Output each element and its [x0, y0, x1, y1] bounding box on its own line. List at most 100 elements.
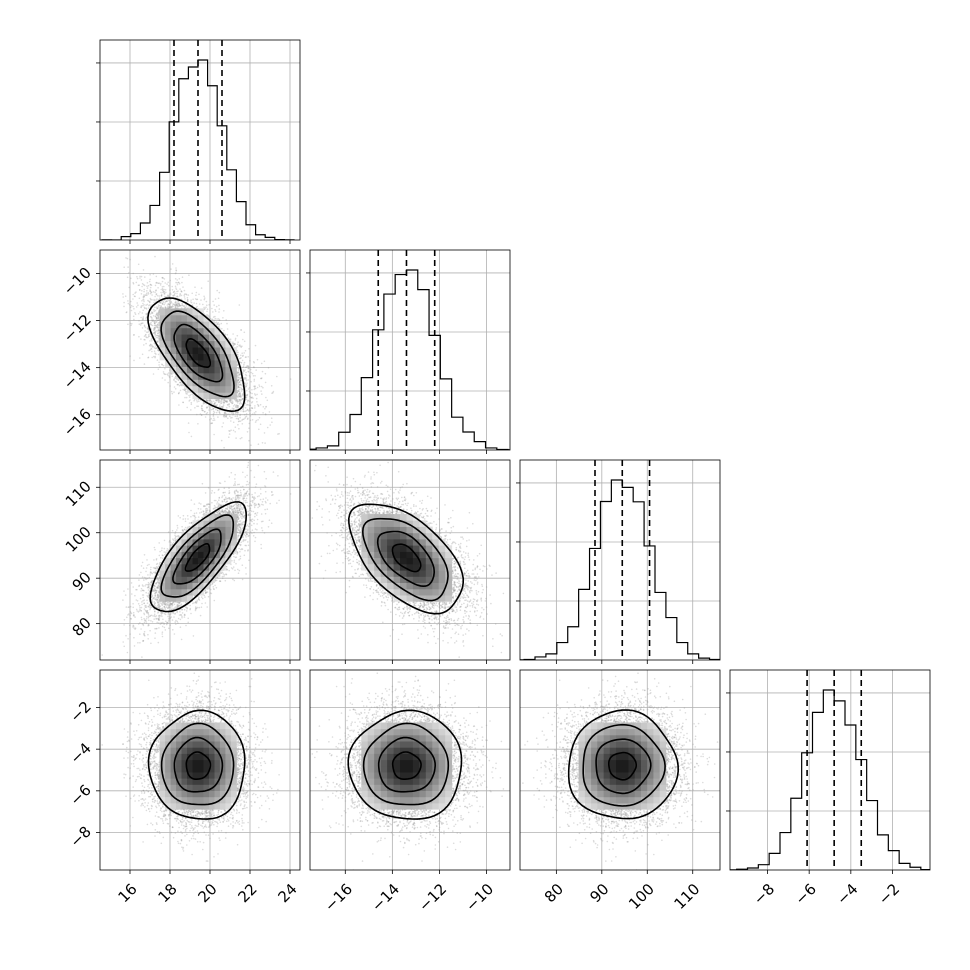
sample-point — [175, 287, 177, 289]
sample-point — [254, 385, 256, 388]
sample-point — [182, 286, 184, 288]
sample-point — [160, 291, 162, 294]
sample-point — [238, 371, 240, 374]
sample-point — [153, 320, 155, 323]
sample-point — [243, 370, 245, 373]
sample-point — [229, 430, 231, 432]
sample-point — [156, 298, 158, 300]
sample-point — [248, 348, 250, 350]
sample-point — [153, 332, 155, 335]
sample-point — [262, 412, 264, 414]
sample-point — [158, 337, 160, 340]
sample-point — [123, 305, 125, 308]
sample-point — [148, 335, 150, 337]
sample-point — [147, 307, 150, 309]
sample-point — [180, 290, 182, 292]
sample-point — [160, 301, 162, 304]
sample-point — [212, 407, 214, 410]
sample-point — [243, 352, 245, 354]
sample-point — [247, 356, 249, 358]
sample-point — [161, 287, 164, 290]
sample-point — [257, 419, 259, 421]
sample-point — [249, 395, 251, 398]
sample-point — [246, 394, 248, 397]
sample-point — [230, 412, 233, 414]
sample-point — [246, 404, 248, 406]
sample-point — [144, 339, 146, 341]
sample-point — [148, 349, 150, 352]
sample-point — [189, 306, 192, 309]
sample-point — [253, 361, 255, 364]
sample-point — [244, 373, 247, 376]
sample-point — [239, 413, 242, 416]
sample-point — [123, 266, 125, 269]
sample-point — [214, 404, 217, 407]
sample-point — [151, 344, 153, 347]
sample-point — [174, 304, 176, 307]
sample-point — [190, 401, 193, 404]
sample-point — [176, 290, 178, 293]
sample-point — [245, 371, 247, 374]
sample-point — [249, 409, 252, 412]
sample-point — [177, 392, 180, 395]
sample-point — [234, 412, 237, 415]
sample-point — [158, 309, 160, 311]
sample-point — [200, 414, 203, 416]
sample-point — [149, 278, 151, 281]
sample-point — [227, 404, 229, 406]
sample-point — [249, 415, 252, 417]
sample-point — [154, 255, 156, 258]
sample-point — [132, 283, 135, 285]
sample-point — [172, 291, 175, 294]
sample-point — [231, 407, 234, 410]
sample-point — [129, 258, 131, 261]
sample-point — [217, 318, 220, 320]
sample-point — [246, 365, 248, 367]
sample-point — [147, 328, 149, 330]
sample-point — [276, 375, 278, 378]
sample-point — [135, 306, 138, 308]
sample-point — [175, 300, 177, 302]
sample-point — [156, 307, 159, 310]
sample-point — [219, 412, 221, 415]
sample-point — [158, 329, 160, 332]
sample-point — [202, 403, 205, 405]
sample-point — [150, 284, 153, 287]
sample-point — [211, 318, 214, 321]
sample-point — [247, 367, 250, 370]
sample-point — [249, 407, 251, 409]
sample-point — [149, 297, 152, 300]
sample-point — [158, 312, 160, 315]
sample-point — [239, 381, 241, 383]
sample-point — [245, 366, 248, 369]
sample-point — [164, 293, 166, 295]
sample-point — [243, 377, 245, 379]
sample-point — [245, 385, 247, 388]
sample-point — [248, 390, 251, 393]
sample-point — [162, 289, 164, 292]
sample-point — [151, 350, 153, 353]
sample-point — [239, 394, 242, 396]
sample-point — [157, 314, 159, 317]
sample-point — [179, 381, 181, 384]
sample-point — [209, 317, 212, 320]
sample-point — [245, 384, 247, 386]
sample-point — [221, 406, 223, 408]
sample-point — [183, 387, 186, 389]
sample-point — [213, 411, 216, 414]
sample-point — [158, 313, 160, 315]
sample-point — [228, 338, 231, 341]
sample-point — [200, 299, 202, 301]
sample-point — [235, 400, 237, 403]
sample-point — [245, 356, 247, 358]
sample-point — [155, 289, 157, 291]
sample-point — [216, 400, 218, 402]
sample-point — [237, 393, 239, 395]
sample-point — [147, 293, 150, 295]
sample-point — [130, 277, 132, 280]
sample-point — [153, 329, 155, 331]
sample-point — [252, 366, 255, 368]
sample-point — [271, 392, 273, 395]
sample-point — [158, 339, 160, 342]
sample-point — [234, 415, 237, 418]
